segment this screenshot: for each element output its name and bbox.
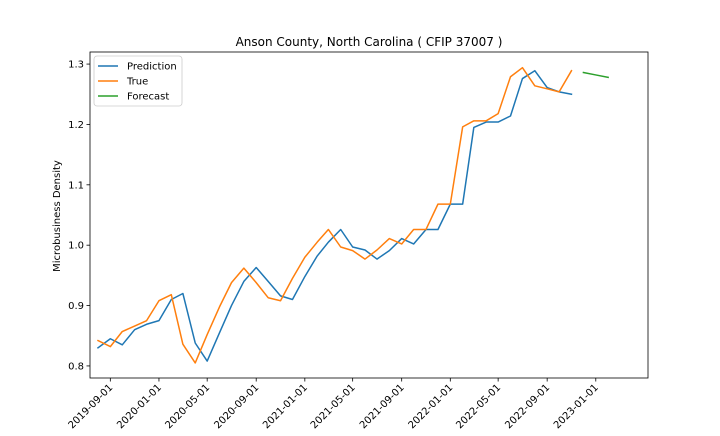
y-tick-label: 0.8 bbox=[68, 361, 84, 372]
y-tick-label: 1.3 bbox=[68, 60, 84, 71]
series-line-forecast bbox=[582, 71, 610, 79]
legend-box bbox=[93, 55, 183, 107]
y-tick-label: 1.1 bbox=[68, 180, 84, 191]
plot-area-frame bbox=[89, 51, 649, 379]
series-line-true bbox=[96, 66, 573, 364]
legend-label-true: True bbox=[126, 77, 148, 88]
series-layer bbox=[96, 66, 610, 364]
legend-label-prediction: Prediction bbox=[127, 62, 177, 73]
y-tick-label: 1.2 bbox=[68, 120, 84, 131]
series-line-prediction bbox=[96, 69, 573, 362]
legend: Prediction True Forecast bbox=[93, 55, 183, 107]
chart-title: Anson County, North Carolina ( CFIP 3700… bbox=[236, 35, 503, 49]
y-tick-label: 0.9 bbox=[68, 301, 84, 312]
legend-label-forecast: Forecast bbox=[127, 92, 169, 103]
y-axis-label: Microbusiness Density bbox=[52, 160, 63, 272]
y-tick-label: 1.0 bbox=[68, 241, 84, 252]
